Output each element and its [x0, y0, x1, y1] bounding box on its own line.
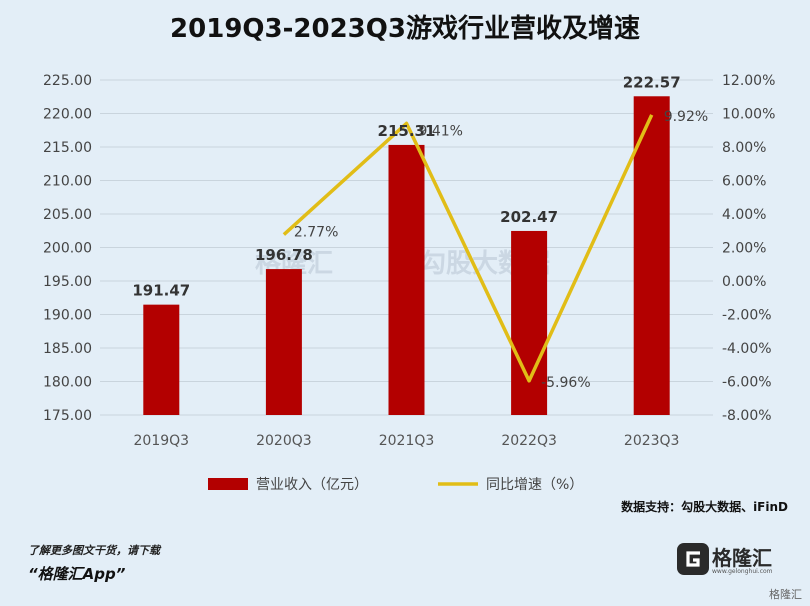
brand-url: www.gelonghui.com — [712, 568, 773, 575]
left-tick-label: 215.00 — [43, 140, 92, 156]
bar-series — [143, 96, 670, 415]
right-tick-label: 10.00% — [722, 107, 775, 123]
bar — [511, 230, 548, 415]
line-value-label: -5.96% — [541, 375, 591, 391]
right-tick-label: 8.00% — [722, 140, 766, 156]
left-tick-label: 190.00 — [43, 308, 92, 324]
x-tick-label: 2022Q3 — [501, 433, 557, 449]
bar — [633, 96, 670, 415]
corner-watermark: 格隆汇 — [769, 588, 802, 601]
right-tick-label: 4.00% — [722, 207, 766, 223]
bar-data-labels: 191.47 196.78 215.31 202.47 222.57 — [132, 73, 680, 299]
bar-value-label: 215.31 — [378, 122, 436, 140]
x-tick-label: 2023Q3 — [624, 433, 680, 449]
right-tick-label: -4.00% — [722, 341, 772, 357]
right-tick-label: 0.00% — [722, 274, 766, 290]
right-tick-label: -6.00% — [722, 375, 772, 391]
right-tick-label: 2.00% — [722, 241, 766, 257]
right-tick-label: 6.00% — [722, 174, 766, 190]
brand-logo: 格隆汇 www.gelonghui.com — [676, 540, 786, 580]
footer-promo: 了解更多图文干货，请下载 — [28, 544, 160, 557]
left-tick-label: 195.00 — [43, 274, 92, 290]
line-data-labels: 2.77% 9.41% -5.96% 9.92% — [294, 109, 708, 391]
left-axis: 175.00 180.00 185.00 190.00 195.00 200.00 205.… — [43, 73, 92, 424]
combo-chart: 格隆汇 勾股大数据 175.00180.00185.00190.00195.002… — [43, 73, 775, 493]
brand-name: 格隆汇 — [712, 546, 772, 570]
left-tick-label: 225.00 — [43, 73, 92, 89]
legend-swatch-bar — [208, 478, 248, 490]
right-tick-label: -2.00% — [722, 308, 772, 324]
right-tick-label: 12.00% — [722, 73, 775, 89]
left-tick-label: 220.00 — [43, 107, 92, 123]
legend: 营业收入（亿元） 同比增速（%） — [208, 477, 583, 493]
left-tick-label: 180.00 — [43, 375, 92, 391]
left-tick-label: 205.00 — [43, 207, 92, 223]
growth-line — [282, 114, 654, 383]
chart-title: 2019Q3-2023Q3游戏行业营收及增速 — [170, 14, 640, 44]
bar — [388, 144, 425, 415]
left-tick-label: 175.00 — [43, 408, 92, 424]
line-value-label: 2.77% — [294, 225, 338, 241]
x-tick-label: 2020Q3 — [256, 433, 312, 449]
left-tick-label: 200.00 — [43, 241, 92, 257]
legend-label-bar: 营业收入（亿元） — [256, 477, 368, 493]
x-axis: 2019Q3 2020Q3 2021Q3 2022Q3 2023Q3 — [134, 433, 680, 449]
logo-g-icon — [677, 543, 709, 575]
line-series — [282, 114, 654, 383]
x-tick-label: 2019Q3 — [134, 433, 190, 449]
right-tick-label: -8.00% — [722, 408, 772, 424]
footer-app-name: “格隆汇App” — [28, 565, 126, 583]
line-value-label: 9.41% — [419, 123, 463, 139]
line-value-label: 9.92% — [664, 109, 708, 125]
bar-value-label: 191.47 — [132, 282, 190, 300]
bar-value-label: 202.47 — [500, 208, 558, 226]
bar-value-label: 196.78 — [255, 246, 313, 264]
x-tick-label: 2021Q3 — [379, 433, 435, 449]
legend-label-line: 同比增速（%） — [486, 477, 583, 493]
bar — [265, 269, 302, 415]
bar-value-label: 222.57 — [623, 73, 681, 91]
left-tick-label: 185.00 — [43, 341, 92, 357]
left-tick-label: 210.00 — [43, 174, 92, 190]
data-source: 数据支持：勾股大数据、iFinD — [621, 500, 788, 514]
right-axis: -8.00% -6.00% -4.00% -2.00% 0.00% 2.00% 4.00% 6… — [722, 73, 775, 424]
bar — [143, 304, 180, 415]
